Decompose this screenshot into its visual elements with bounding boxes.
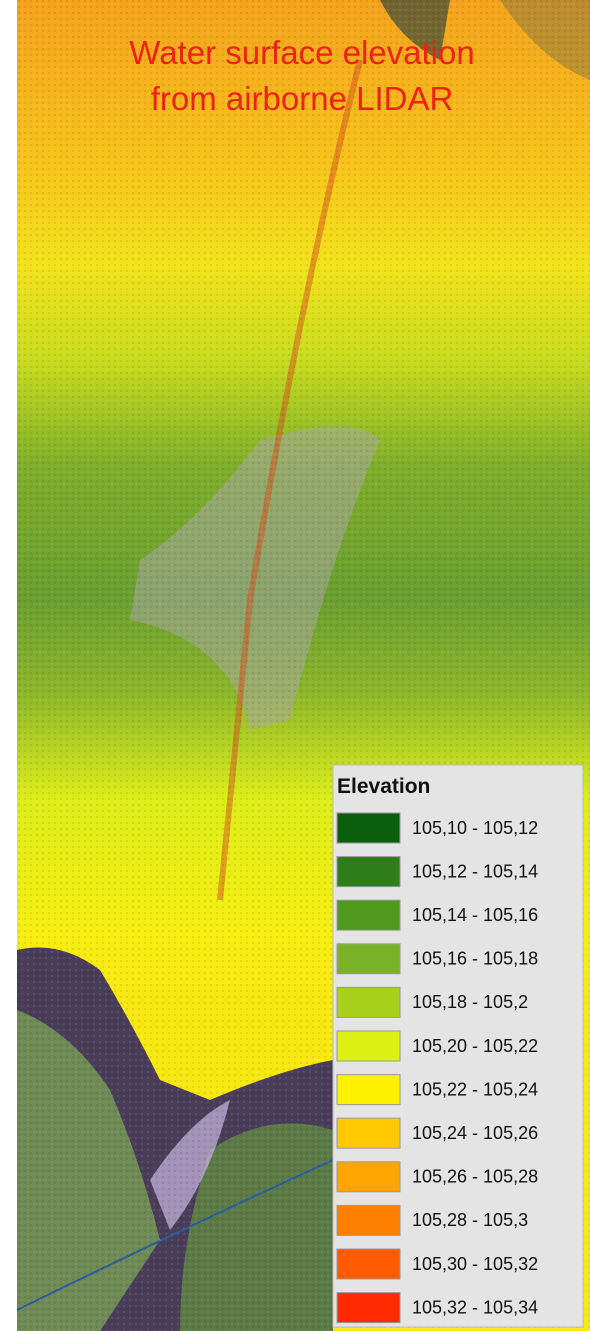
legend-label: 105,32 - 105,34 — [412, 1297, 538, 1317]
legend-label: 105,14 - 105,16 — [412, 905, 538, 925]
legend-label: 105,30 - 105,32 — [412, 1254, 538, 1274]
title-line: Water surface elevation — [129, 34, 474, 71]
legend-label: 105,16 - 105,18 — [412, 949, 538, 969]
legend-label: 105,26 - 105,28 — [412, 1167, 538, 1187]
map-figure: Water surface elevation from airborne LID… — [0, 0, 590, 1331]
legend-swatch — [337, 1249, 400, 1279]
legend-swatch — [337, 900, 400, 930]
legend-swatch — [337, 1075, 400, 1105]
legend-title: Elevation — [337, 775, 430, 798]
legend-swatch — [337, 1162, 400, 1192]
legend-label: 105,24 - 105,26 — [412, 1123, 538, 1143]
legend-label: 105,22 - 105,24 — [412, 1079, 538, 1099]
legend-label: 105,18 - 105,2 — [412, 992, 528, 1012]
legend-swatch — [337, 1118, 400, 1148]
legend-swatch — [337, 1293, 400, 1323]
legend-label: 105,12 - 105,14 — [412, 861, 538, 881]
legend-swatch — [337, 987, 400, 1017]
legend-label: 105,28 - 105,3 — [412, 1210, 528, 1230]
legend-swatch — [337, 944, 400, 974]
legend-swatch — [337, 813, 400, 843]
legend-swatch — [337, 1205, 400, 1235]
legend-swatch — [337, 1031, 400, 1061]
legend-swatch — [337, 857, 400, 887]
legend-label: 105,20 - 105,22 — [412, 1036, 538, 1056]
legend-label: 105,10 - 105,12 — [412, 818, 538, 838]
title-line: from airborne LIDAR — [151, 80, 454, 117]
legend: Elevation 105,10 - 105,12 105,12 - 105,14… — [333, 765, 583, 1327]
